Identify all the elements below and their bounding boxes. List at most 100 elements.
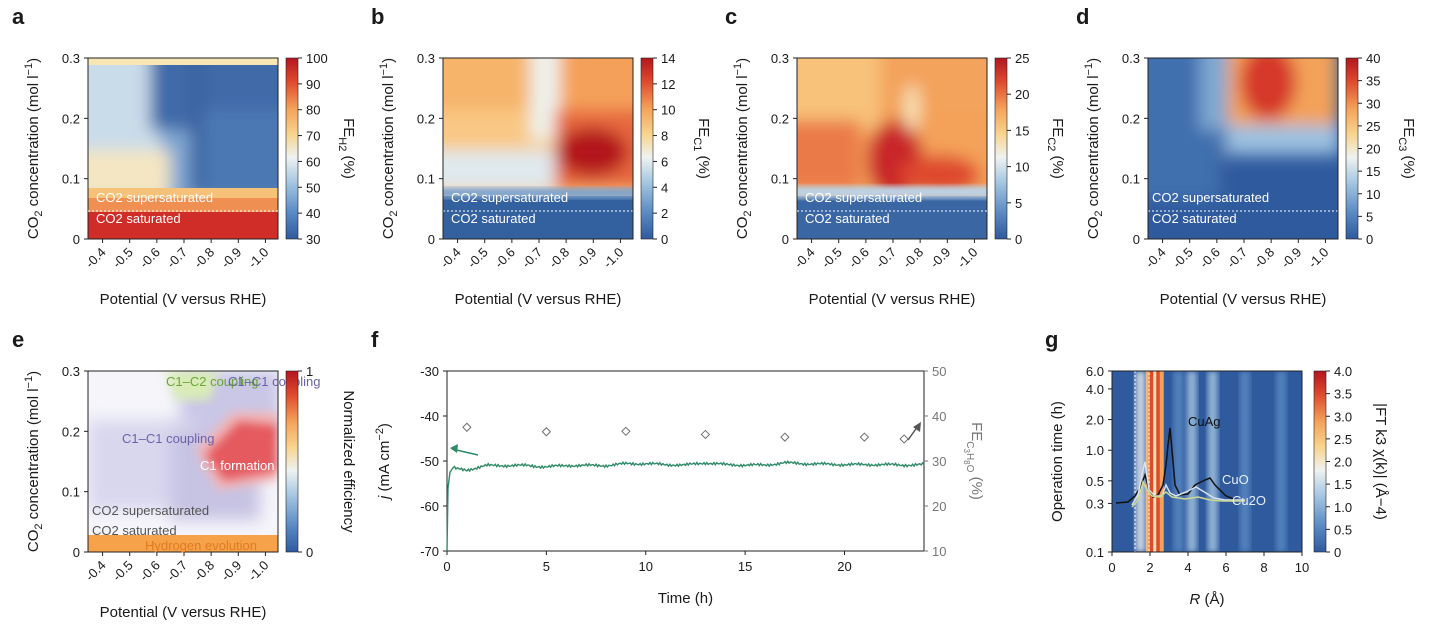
fe-marker xyxy=(700,429,711,440)
y-axis-label: CO2 concentration (mol l−1) xyxy=(23,58,45,239)
region-c1c2-label: C1–C2 coupling xyxy=(166,374,259,389)
colorbar-tick-label: 30 xyxy=(1366,96,1380,111)
x-tick-label: -1.0 xyxy=(600,245,626,271)
y-axis-label: Operation time (h) xyxy=(1049,401,1066,522)
x-tick-label: -0.4 xyxy=(791,245,817,271)
colorbar-tick-label: 0 xyxy=(1334,545,1341,560)
band xyxy=(1186,371,1197,552)
colorbar-tick-label: 20 xyxy=(1366,142,1380,157)
y2-tick-label: 30 xyxy=(932,454,946,469)
colorbar-tick-label: 50 xyxy=(306,180,320,195)
colorbar-tick-label: 10 xyxy=(1366,187,1380,202)
x-tick-label: -0.8 xyxy=(1251,245,1277,271)
heatmap-b xyxy=(443,58,633,239)
x-tick-label: -0.6 xyxy=(137,558,163,584)
y-tick-label: 0 xyxy=(1133,232,1140,247)
x-tick-label: -1.0 xyxy=(245,245,271,271)
panel-a: CO2 supersaturated CO2 saturated a 0 0.1 0… xyxy=(12,4,279,308)
region-c1c2-text: C1–C2 coupling xyxy=(166,374,259,389)
colorbar-label-d: FEC3 (%) xyxy=(1396,118,1417,179)
x-tick-label: -0.9 xyxy=(218,245,244,271)
panel-label-f: f xyxy=(371,327,379,352)
x-tick-label: 5 xyxy=(543,559,550,574)
colorbar-tick-label: 90 xyxy=(306,77,320,92)
y-tick-label: -60 xyxy=(420,499,439,514)
fe-marker xyxy=(859,432,870,442)
y-axis-label: CO2 concentration (mol l−1) xyxy=(732,58,754,239)
colorbar-tick-label: 2.5 xyxy=(1334,432,1352,447)
legend-cuo: CuO xyxy=(1222,472,1249,487)
colorbar-tick-label: 0 xyxy=(1366,232,1373,247)
y-tick-label: 0.2 xyxy=(62,111,80,126)
x-axis-label: Potential (V versus RHE) xyxy=(809,291,976,308)
x-tick-label: -0.5 xyxy=(464,245,490,271)
x-tick-label: -0.6 xyxy=(846,245,872,271)
heatmap-a xyxy=(88,58,278,239)
y-tick-label: 0 xyxy=(73,232,80,247)
x-tick-label: -0.8 xyxy=(546,245,572,271)
panel-label-c: c xyxy=(725,4,737,29)
x-axis-label: R (Å) xyxy=(1189,591,1224,608)
axes-f: 0 5 10 15 20 -30 -40 -50 -60 -70 50 40 30 20 10 Time (h… xyxy=(374,364,985,607)
x-tick-label: -0.7 xyxy=(873,245,899,271)
y-tick-label: 0 xyxy=(782,232,789,247)
axes-g: 0 2 4 6 8 10 6.0 4.0 2.0 1.0 0.5 0.3 0.1 R (Å) Operati… xyxy=(1049,364,1389,608)
colorbar-tick-label: 0 xyxy=(306,545,313,560)
fe-marker xyxy=(621,426,631,437)
fe-marker xyxy=(462,422,472,432)
y-tick-label: 0.2 xyxy=(62,424,80,439)
colorbar-tick-label: 40 xyxy=(1366,51,1380,66)
x-tick-label: -0.5 xyxy=(818,245,844,271)
annotation-saturated-b: CO2 saturated xyxy=(451,211,536,226)
axes-frame-a xyxy=(87,57,279,240)
colorbar-tick-label: 70 xyxy=(306,129,320,144)
panel-label-e: e xyxy=(12,327,24,352)
colorbar-e xyxy=(285,370,299,553)
axes-frame-b xyxy=(442,57,634,240)
y-tick-label: 2.0 xyxy=(1086,413,1104,428)
colorbar-tick-label: 14 xyxy=(661,51,675,66)
x-axis-label: Potential (V versus RHE) xyxy=(455,291,622,308)
y-tick-label: 0.1 xyxy=(62,485,80,500)
colorbar-tick-label: 3.5 xyxy=(1334,387,1352,402)
y-axis-label: CO2 concentration (mol l−1) xyxy=(23,371,45,552)
colorbar-tick-label: 1.5 xyxy=(1334,477,1352,492)
y-tick-label: -40 xyxy=(420,409,439,424)
x-tick-label: -0.6 xyxy=(137,245,163,271)
colorbar-tick-label: 40 xyxy=(306,206,320,221)
band xyxy=(1240,371,1250,552)
x-tick-label: -1.0 xyxy=(954,245,980,271)
x-tick-label: -0.8 xyxy=(900,245,926,271)
x-axis-label: Time (h) xyxy=(658,590,713,607)
y-tick-label: 0.1 xyxy=(1122,172,1140,187)
x-axis-label: Potential (V versus RHE) xyxy=(100,604,267,621)
colorbar-label-e: Normalized efficiency xyxy=(340,390,357,533)
x-tick-label: -0.6 xyxy=(1197,245,1223,271)
colorbar-tick-label: 2 xyxy=(661,206,668,221)
y-tick-label: -50 xyxy=(420,454,439,469)
x-tick-label: 8 xyxy=(1260,560,1267,575)
x-tick-label: -0.9 xyxy=(573,245,599,271)
fe-marker xyxy=(780,432,790,442)
y-axis-label: CO2 concentration (mol l−1) xyxy=(1083,58,1105,239)
curve-cuag xyxy=(1115,427,1246,504)
colorbar-tick-label: 100 xyxy=(306,51,328,66)
y2-tick-label: 10 xyxy=(932,544,946,559)
x-tick-label: 0 xyxy=(1108,560,1115,575)
legend-cu2o: Cu2O xyxy=(1232,493,1266,508)
y2-axis-label: FEC3H8O (%) xyxy=(962,422,985,500)
annotation-saturated-a: CO2 saturated xyxy=(96,211,181,226)
region-c1-formation-label: C1 formation xyxy=(200,458,274,473)
colorbar-b xyxy=(640,57,654,240)
y-tick-label: -70 xyxy=(420,544,439,559)
arrow-current-head xyxy=(450,444,458,453)
annotation-saturated-d: CO2 saturated xyxy=(1152,211,1237,226)
curve-cu2o xyxy=(1131,479,1245,508)
colorbar-tick-label: 15 xyxy=(1015,123,1029,138)
series-current-line xyxy=(446,459,925,552)
colorbar-a xyxy=(285,57,299,240)
x-tick-label: 20 xyxy=(837,559,851,574)
y-tick-label: 0.1 xyxy=(1086,545,1104,560)
x-tick-label: -0.7 xyxy=(164,245,190,271)
